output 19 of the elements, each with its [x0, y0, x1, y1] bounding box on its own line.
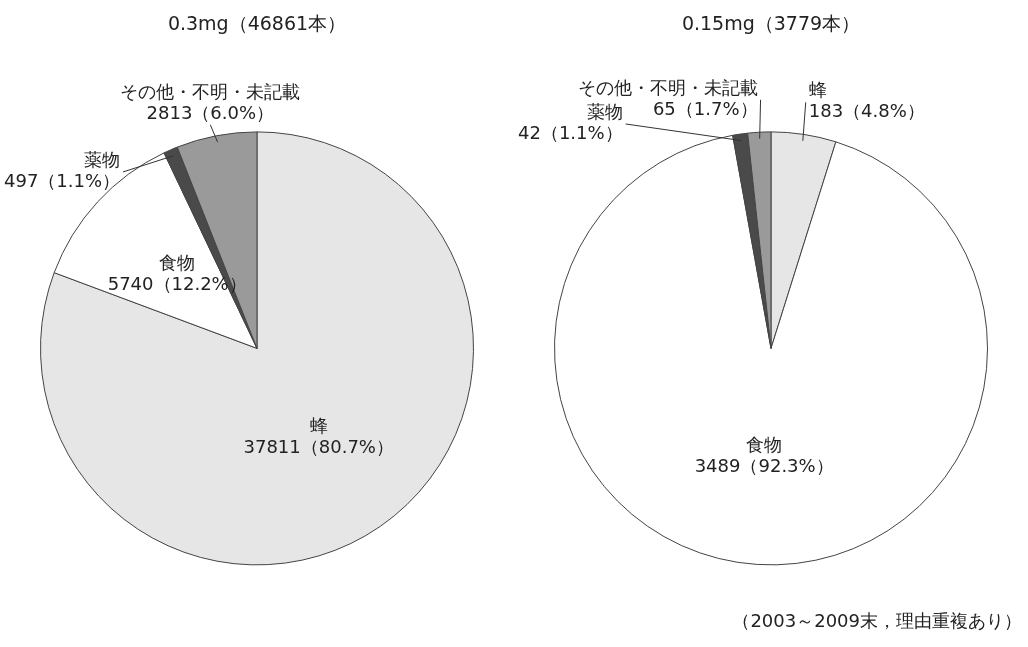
- data-label: 37811（80.7%）: [243, 435, 394, 457]
- slice-label: 食物: [159, 252, 196, 274]
- data-label: 497（1.1%）: [3, 170, 121, 192]
- slice-label: 食物: [746, 433, 783, 455]
- data-label: 2813（6.0%）: [146, 102, 275, 124]
- slice-label: 蜂: [309, 414, 328, 436]
- data-label: 65（1.7%）: [652, 97, 758, 119]
- data-label: 3489（92.3%）: [694, 454, 834, 476]
- slice-label: 薬物: [84, 149, 121, 171]
- data-label: 42（1.1%）: [517, 122, 623, 144]
- slice-label: その他・不明・未記載: [577, 76, 758, 98]
- chart-title: 0.3mg（46861本）: [167, 12, 347, 35]
- data-label: 5740（12.2%）: [107, 273, 247, 295]
- slice-label: 薬物: [586, 101, 623, 123]
- text: （2003～2009末，理由重複あり）: [732, 609, 1022, 633]
- slice-label: 蜂: [808, 79, 827, 101]
- slice-label: その他・不明・未記載: [120, 81, 301, 103]
- data-label: 183（4.8%）: [808, 100, 925, 122]
- chart-title: 0.15mg（3779本）: [681, 12, 861, 35]
